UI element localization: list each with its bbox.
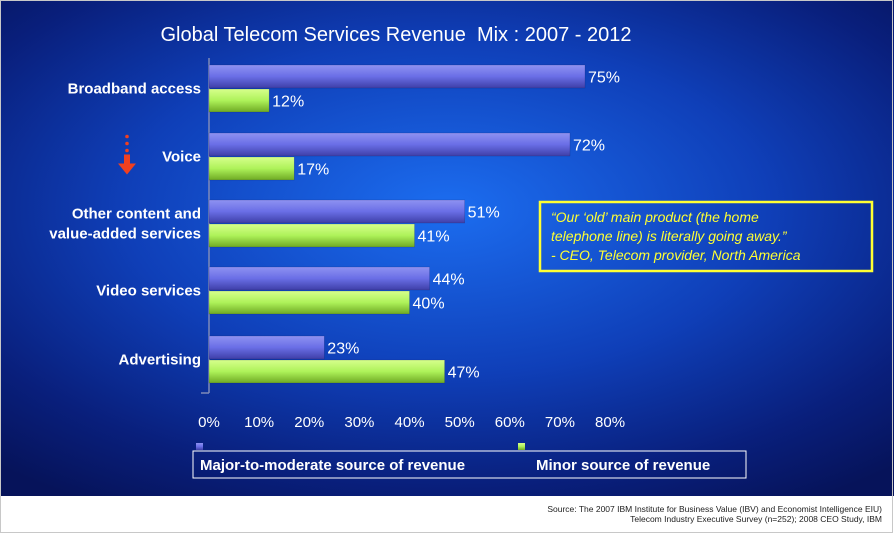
source-note: Source: The 2007 IBM Institute for Busin…	[547, 504, 882, 524]
marker-arrow-shaft	[124, 154, 130, 164]
x-tick-label: 50%	[445, 414, 475, 431]
bar	[208, 132, 571, 157]
bar-data-label: 12%	[272, 94, 304, 111]
bar-data-label: 17%	[297, 162, 329, 179]
x-tick-label: 80%	[595, 414, 625, 431]
bar	[208, 335, 325, 360]
bar	[208, 88, 270, 113]
legend-box	[192, 450, 747, 479]
category-label: Other content and	[72, 206, 201, 223]
bar-data-label: 75%	[588, 70, 620, 87]
bar-data-label: 51%	[468, 205, 500, 222]
category-label: value-added services	[49, 226, 201, 243]
bar	[208, 290, 410, 315]
bar	[208, 266, 430, 291]
source-line: Telecom Industry Executive Survey (n=252…	[630, 514, 882, 524]
x-tick-label: 40%	[395, 414, 425, 431]
x-tick-label: 70%	[545, 414, 575, 431]
category-labels: Broadband access Voice Other content and va…	[49, 81, 201, 369]
bar-data-label: 23%	[327, 341, 359, 358]
legend-swatch	[518, 443, 525, 450]
marker-dot	[125, 134, 129, 139]
category-label: Video services	[96, 283, 201, 300]
chart-title: Global Telecom Services Revenue Mix : 20…	[161, 24, 632, 46]
bar-data-label: 47%	[448, 365, 480, 382]
category-label: Advertising	[118, 352, 201, 369]
bar	[208, 199, 465, 224]
decline-marker	[118, 134, 136, 175]
bar-data-label: 40%	[413, 296, 445, 313]
quote-line: telephone line) is literally going away.…	[551, 228, 788, 244]
chart-slide: Global Telecom Services Revenue Mix : 20…	[0, 0, 894, 496]
x-tick-label: 10%	[244, 414, 274, 431]
bar-data-label: 44%	[433, 272, 465, 289]
x-tick-label: 20%	[294, 414, 324, 431]
bar	[208, 359, 445, 384]
bar-data-label: 72%	[573, 138, 605, 155]
category-label: Broadband access	[68, 81, 201, 98]
quote-line: “Our ‘old’ main product (the home	[551, 209, 759, 225]
axis-layer	[201, 58, 210, 394]
x-tick-label: 30%	[344, 414, 374, 431]
legend: Major-to-moderate source of revenue Minor…	[192, 443, 747, 479]
x-tick-labels: 0% 10% 20% 30% 40% 50% 60% 70% 80%	[198, 414, 625, 431]
quote-box	[538, 200, 874, 273]
quote-line: - CEO, Telecom provider, North America	[551, 247, 801, 263]
marker-arrow-head	[118, 163, 136, 175]
bar-data-label: 41%	[418, 229, 450, 246]
bar	[208, 223, 415, 248]
x-tick-label: 60%	[495, 414, 525, 431]
source-line: Source: The 2007 IBM Institute for Busin…	[547, 504, 882, 514]
x-tick-label: 0%	[198, 414, 220, 431]
marker-dot	[125, 148, 129, 153]
marker-dot	[125, 141, 129, 146]
chart-canvas: Global Telecom Services Revenue Mix : 20…	[49, 24, 874, 479]
legend-label: Minor source of revenue	[536, 457, 710, 474]
legend-swatch	[196, 443, 203, 450]
bar	[208, 156, 295, 181]
bars-layer: 75% 72% 51% 44% 23% 12% 17% 41% 40% 47%	[208, 64, 620, 384]
quote-callout: “Our ‘old’ main product (the home telepho…	[538, 200, 874, 273]
bar	[208, 64, 586, 89]
category-label: Voice	[162, 149, 201, 166]
legend-label: Major-to-moderate source of revenue	[200, 457, 465, 474]
